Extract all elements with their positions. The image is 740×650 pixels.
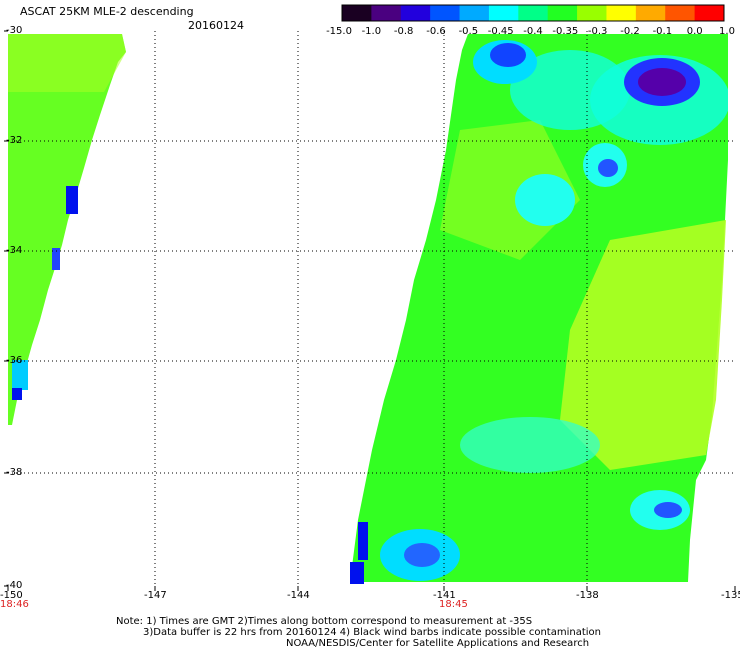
lat-label: -30: [6, 25, 23, 36]
footer-line-3: NOAA/NESDIS/Center for Satellite Applica…: [286, 638, 590, 649]
colorbar: [342, 5, 725, 21]
colorbar-segment: [518, 5, 549, 21]
lon-label: -138: [576, 590, 599, 601]
swath-data: [8, 34, 728, 584]
lon-label: -141: [433, 590, 456, 601]
lon-label: -147: [144, 590, 167, 601]
lon-label: -150: [0, 590, 23, 601]
colorbar-label: 0.0: [686, 26, 703, 37]
graticule: [8, 31, 735, 586]
colorbar-segment: [606, 5, 637, 21]
right-swath-blue: [358, 522, 368, 560]
colorbar-label: -0.5: [458, 26, 479, 37]
colorbar-segment: [547, 5, 578, 21]
lat-label: -40: [6, 580, 23, 591]
right-swath-blue: [654, 502, 682, 518]
colorbar-label: -0.4: [523, 26, 543, 37]
lat-label: -34: [6, 245, 23, 256]
lat-label: -36: [6, 355, 23, 366]
colorbar-label: -15.0: [326, 26, 352, 37]
right-swath-cyan: [460, 417, 600, 473]
right-swath-purple: [638, 68, 686, 96]
footer-line-2: 3)Data buffer is 22 hrs from 20160124 4)…: [143, 627, 601, 638]
left-swath-yellow: [8, 34, 126, 92]
lat-label: -38: [6, 467, 23, 478]
left-swath-cyan: [12, 360, 28, 390]
colorbar-segment: [430, 5, 461, 21]
colorbar-label: -0.8: [393, 26, 414, 37]
colorbar-label: -0.1: [652, 26, 673, 37]
time-label: 18:46: [0, 599, 29, 610]
footer-line-1: Note: 1) Times are GMT 2)Times along bot…: [116, 616, 533, 627]
right-swath-blue: [490, 43, 526, 67]
colorbar-labels: -15.0 -1.0 -0.8 -0.6 -0.5 -0.45 -0.4 -0.35 -0.3 -…: [326, 26, 735, 38]
left-swath-blue: [12, 388, 22, 400]
colorbar-label: -0.45: [487, 26, 514, 37]
lon-label: -135: [721, 590, 740, 601]
colorbar-segment: [635, 5, 666, 21]
right-swath-blue: [350, 562, 364, 584]
colorbar-segment: [488, 5, 519, 21]
colorbar-segment: [459, 5, 490, 21]
right-swath-blue: [404, 543, 440, 567]
map-title: ASCAT 25KM MLE-2 descending: [20, 5, 194, 18]
colorbar-segment: [342, 5, 372, 21]
colorbar-segment: [400, 5, 431, 21]
colorbar-segment: [577, 5, 607, 21]
right-swath-cyan: [515, 174, 575, 226]
right-swath-yellow: [560, 220, 726, 470]
colorbar-frame: [341, 4, 725, 22]
colorbar-segment: [371, 5, 402, 21]
axis-ticks: [4, 30, 736, 591]
map-date: 20160124: [188, 19, 244, 32]
colorbar-label: -0.3: [587, 26, 608, 37]
colorbar-segment: [665, 5, 696, 21]
left-swath-blue: [52, 248, 60, 270]
left-swath-blue: [66, 186, 78, 214]
colorbar-label: -1.0: [361, 26, 382, 37]
colorbar-label: -0.6: [426, 26, 446, 37]
colorbar-label: 1.0: [719, 26, 735, 37]
right-swath-blue: [598, 159, 618, 177]
lon-label: -144: [287, 590, 310, 601]
colorbar-segment: [694, 5, 725, 21]
left-swath: [8, 34, 126, 425]
colorbar-label: -0.35: [552, 26, 579, 37]
colorbar-label: -0.2: [620, 26, 640, 37]
time-label: 18:45: [439, 599, 468, 610]
lat-label: -32: [6, 135, 23, 146]
